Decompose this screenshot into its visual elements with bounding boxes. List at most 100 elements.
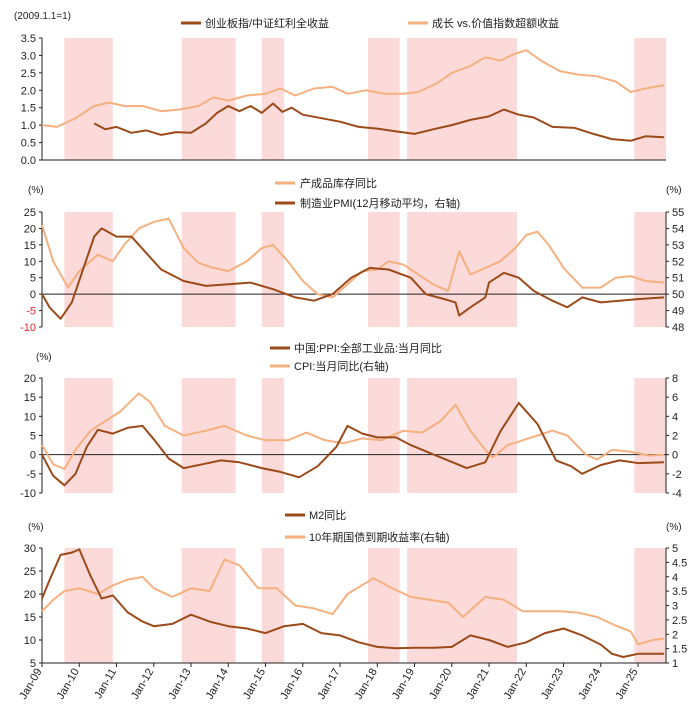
panel4-legend-m2: M2同比 (309, 509, 346, 522)
x-tick-label: Jan-10 (55, 667, 82, 702)
panel2-right-unit: (%) (666, 185, 682, 196)
panel4-left-tick-label: 20 (24, 589, 36, 601)
panel2-right-tick-label: 53 (672, 240, 684, 252)
panel2-right-tick-label: 49 (672, 306, 684, 318)
panel1-legend-growth: 成长 vs.价值指数超额收益 (432, 16, 559, 30)
panel3-right-tick-label: 2 (672, 431, 678, 443)
panel2-series-1-line (41, 217, 665, 299)
shade-period-2-panel-4 (261, 548, 285, 663)
x-tick-label: Jan-18 (353, 667, 380, 702)
shade-period-3-panel-1 (367, 38, 400, 160)
panel4-left-tick-label: 10 (24, 635, 36, 647)
panel1-left-tick-label: 1.0 (21, 120, 36, 132)
shade-period-0-panel-1 (64, 38, 113, 160)
panel3-left-tick-label: -5 (26, 469, 36, 481)
panel3-right-tick-label: 6 (672, 392, 678, 404)
x-tick-label: Jan-22 (502, 667, 529, 702)
panel3-left-tick-label: 0 (30, 450, 36, 462)
x-axis-ticks: Jan-09 Jan-10 Jan-11 Jan-12 Jan-13 Jan-14 Jan-… (17, 663, 641, 702)
shade-period-2-panel-3 (261, 378, 285, 493)
panel2-legend-inventory: 产成品库存同比 (300, 176, 377, 190)
panel4-right-unit: (%) (666, 522, 682, 533)
panel2-right-tick-label: 51 (672, 273, 684, 285)
panel4-right-tick-label: 1 (672, 658, 678, 670)
panel3-left-tick-label: 15 (24, 392, 36, 404)
panel4-right-tick-label: 4.5 (672, 557, 687, 569)
x-tick-label: Jan-12 (129, 667, 156, 702)
x-tick-label: Jan-21 (464, 667, 491, 702)
panel4-series-2-line (41, 558, 665, 646)
shade-period-5-panel-1 (634, 38, 666, 160)
panel1-left-tick-label: 0.0 (21, 155, 36, 167)
panel2-right-tick-label: 55 (672, 207, 684, 219)
panel3-right-tick-label: -4 (672, 488, 682, 500)
panel3-left-tick-label: 5 (30, 431, 36, 443)
panel4-left-tick-label: 15 (24, 612, 36, 624)
panel3-left-unit: (%) (36, 352, 52, 363)
panel1-unit-label: (2009.1.1=1) (14, 11, 71, 22)
panel4-right-tick-label: 4 (672, 572, 678, 584)
panel4-right-tick-label: 2.5 (672, 615, 687, 627)
panel4-left-unit: (%) (28, 522, 44, 533)
panel2-left-tick-label: 20 (24, 223, 36, 235)
shade-period-3-panel-4 (367, 548, 400, 663)
shade-period-5-panel-3 (634, 378, 666, 493)
panel3-right-tick-label: -2 (672, 469, 682, 481)
panel3-left-tick-label: -10 (20, 488, 36, 500)
panel2-right-tick-label: 54 (672, 223, 684, 235)
x-tick-label: Jan-09 (17, 667, 44, 702)
panel3-legend-cpi: CPI:当月同比(右轴) (294, 359, 389, 373)
x-tick-label: Jan-11 (92, 667, 119, 701)
panel3-right-tick-label: 8 (672, 373, 678, 385)
x-tick-label: Jan-15 (241, 667, 268, 702)
shade-period-5-panel-2 (634, 212, 666, 327)
panel3-legend-ppi: 中国:PPI:全部工业品:当月同比 (294, 341, 442, 355)
panel2-series-2-line (41, 227, 665, 320)
panel2-left-tick-label: -10 (20, 322, 36, 334)
panel4-right-tick-label: 2 (672, 629, 678, 641)
panel2-left-tick-label: -5 (26, 306, 36, 318)
panel3-left-tick-label: 10 (24, 411, 36, 423)
panel1-left-tick-label: 1.5 (21, 103, 36, 115)
shade-period-0-panel-3 (64, 378, 113, 493)
shade-period-0-panel-4 (64, 548, 113, 663)
panel2-left-tick-label: 0 (30, 289, 36, 301)
axes: 0.00.51.01.52.02.53.03.5-10-505101520254… (20, 33, 687, 670)
x-tick-label: Jan-14 (204, 667, 231, 702)
series-lines (41, 49, 665, 658)
panel2-left-tick-label: 5 (30, 273, 36, 285)
panel3-right-tick-label: 4 (672, 411, 678, 423)
panel4-right-tick-label: 3.5 (672, 586, 687, 598)
shade-period-4-panel-4 (407, 548, 517, 663)
panel1-legend-ratio: 创业板指/中证红利全收益 (205, 16, 329, 30)
x-tick-label: Jan-20 (427, 667, 454, 702)
panel3-right-tick-label: 0 (672, 450, 678, 462)
panel2-right-tick-label: 48 (672, 322, 684, 334)
panel2-right-tick-label: 50 (672, 289, 684, 301)
panel4-left-tick-label: 30 (24, 543, 36, 555)
x-tick-label: Jan-25 (613, 667, 640, 702)
panel1-series-1-line (93, 102, 665, 142)
panel2-left-unit: (%) (28, 185, 44, 196)
panel2-left-tick-label: 25 (24, 207, 36, 219)
x-tick-label: Jan-17 (315, 667, 342, 702)
panel4-series-1-line (41, 548, 665, 658)
shade-period-1-panel-2 (181, 212, 236, 327)
panel1-left-tick-label: 2.5 (21, 68, 36, 80)
x-tick-label: Jan-19 (390, 667, 417, 702)
panel2-right-tick-label: 52 (672, 256, 684, 268)
panel1-left-tick-label: 0.5 (21, 138, 36, 150)
panel4-left-tick-label: 25 (24, 566, 36, 578)
shade-period-1-panel-4 (181, 548, 236, 663)
panel2-legend-pmi: 制造业PMI(12月移动平均，右轴) (300, 196, 460, 210)
shade-period-0-panel-2 (64, 212, 113, 327)
panel1-left-tick-label: 3.5 (21, 33, 36, 45)
panel3-left-tick-label: 20 (24, 373, 36, 385)
x-tick-label: Jan-23 (539, 667, 566, 702)
panel4-legend-bond: 10年期国债到期收益率(右轴) (309, 530, 450, 544)
shade-period-4-panel-2 (407, 212, 517, 327)
panel1-series-2-line (41, 49, 665, 128)
x-tick-label: Jan-24 (576, 667, 603, 702)
x-tick-label: Jan-13 (166, 667, 193, 702)
